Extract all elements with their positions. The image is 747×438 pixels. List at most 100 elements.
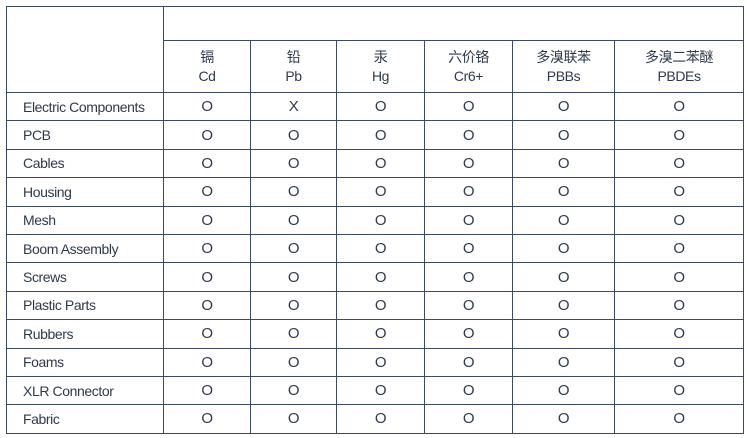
column-header-en: Hg [371, 67, 390, 84]
substance-mark: O [424, 91, 513, 122]
hazardous-substances-table: 镉 Cd 铅 Pb 汞 Hg 六价铬 Cr6+ 多溴联苯 PBBs 多溴二苯醚 PBDEs Elect… [6, 6, 745, 434]
substance-mark: O [250, 404, 337, 434]
substance-mark: O [512, 375, 615, 406]
substance-mark: O [613, 375, 745, 406]
substance-mark: O [613, 262, 745, 292]
table-row: Rubbers O O O O O O [6, 319, 745, 349]
column-header-cn: 铅 [286, 48, 301, 65]
substance-mark: O [163, 91, 251, 122]
substance-mark: O [336, 375, 425, 406]
substance-mark: O [512, 91, 615, 122]
column-header: 多溴二苯醚 PBDEs [613, 40, 745, 93]
substance-mark: O [163, 262, 251, 292]
substance-mark: O [424, 262, 513, 292]
part-name: Housing [6, 177, 164, 207]
column-header-cn: 汞 [373, 48, 388, 65]
substance-mark: O [512, 120, 615, 150]
column-header: 铅 Pb [250, 40, 337, 93]
substance-mark: O [613, 319, 745, 349]
substance-mark: O [336, 262, 425, 292]
substance-mark: O [163, 319, 251, 349]
table-row: Fabric O O O O O O [6, 404, 745, 434]
part-name: Mesh [6, 205, 164, 235]
substance-mark: O [163, 233, 251, 264]
column-header-cn: 多溴二苯醚 [645, 48, 714, 65]
substance-mark: O [424, 404, 513, 434]
substance-mark: O [163, 120, 251, 150]
substance-mark: O [512, 347, 615, 377]
substance-mark: O [163, 177, 251, 207]
substance-mark: O [512, 233, 615, 264]
column-header: 多溴联苯 PBBs [512, 40, 615, 93]
substance-mark: O [613, 91, 745, 122]
substance-mark: O [512, 148, 615, 179]
substance-mark: O [336, 148, 425, 179]
substance-mark: X [250, 91, 337, 122]
header-top-row [6, 6, 745, 93]
column-header: 镉 Cd [163, 40, 251, 93]
substance-mark: O [336, 347, 425, 377]
table-row: Plastic Parts O O O O O O [6, 290, 745, 321]
table-row: Housing O O O O O O [6, 177, 745, 207]
substance-mark: O [512, 262, 615, 292]
substance-mark: O [250, 177, 337, 207]
column-header-cn: 镉 [200, 48, 214, 65]
part-name: Plastic Parts [6, 290, 164, 321]
substance-mark: O [250, 233, 337, 264]
substance-mark: O [336, 120, 425, 150]
substance-mark: O [424, 375, 513, 406]
column-header: 汞 Hg [336, 40, 425, 93]
substance-mark: O [613, 205, 745, 235]
substance-mark: O [250, 347, 337, 377]
part-name: Screws [6, 262, 164, 292]
substance-mark: O [424, 233, 513, 264]
substance-mark: O [424, 148, 513, 179]
table-row: Mesh O O O O O O [6, 205, 745, 235]
part-name: XLR Connector [6, 375, 164, 406]
substance-mark: O [163, 404, 251, 434]
table-row: XLR Connector O O O O O O [6, 375, 745, 406]
substance-mark: O [424, 290, 513, 321]
substance-mark: O [336, 233, 425, 264]
substance-mark: O [613, 120, 745, 150]
table-row: Boom Assembly O O O O O O [6, 233, 745, 264]
part-name: PCB [6, 120, 164, 150]
column-header-en: Cr6+ [453, 67, 484, 84]
column-header-cn: 多溴联苯 [536, 48, 591, 65]
substance-mark: O [336, 91, 425, 122]
substance-mark: O [512, 404, 615, 434]
substance-mark: O [613, 404, 745, 434]
substance-mark: O [250, 120, 337, 150]
substance-mark: O [163, 375, 251, 406]
substance-mark: O [613, 148, 745, 179]
substance-mark: O [163, 148, 251, 179]
part-name: Electric Components [6, 91, 164, 122]
substance-mark: O [424, 120, 513, 150]
substance-mark: O [250, 205, 337, 235]
substance-mark: O [613, 177, 745, 207]
substance-mark: O [512, 205, 615, 235]
column-header: 六价铬 Cr6+ [424, 40, 513, 93]
header-merged-cell [162, 6, 745, 41]
substance-mark: O [336, 319, 425, 349]
substance-mark: O [613, 290, 745, 321]
substance-mark: O [424, 177, 513, 207]
part-name: Rubbers [6, 319, 164, 349]
substance-mark: O [424, 347, 513, 377]
substance-mark: O [512, 177, 615, 207]
substance-mark: O [512, 319, 615, 349]
column-header-en: PBDEs [657, 67, 701, 84]
substance-mark: O [163, 347, 251, 377]
column-header-cn: 六价铬 [448, 48, 489, 65]
substance-mark: O [424, 205, 513, 235]
corner-cell [6, 6, 164, 93]
table-row: Screws O O O O O O [6, 262, 745, 292]
substance-mark: O [163, 205, 251, 235]
substance-mark: O [336, 177, 425, 207]
substance-mark: O [163, 290, 251, 321]
substance-mark: O [613, 233, 745, 264]
column-header-en: PBBs [546, 67, 581, 84]
substance-mark: O [424, 319, 513, 349]
substance-mark: O [250, 148, 337, 179]
substance-mark: O [250, 319, 337, 349]
